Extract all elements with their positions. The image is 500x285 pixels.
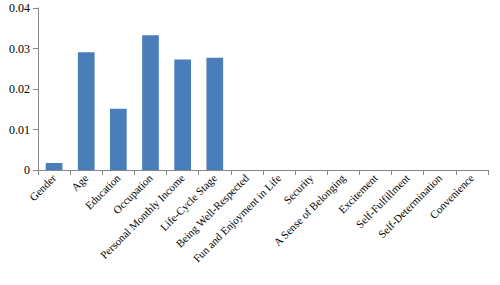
- svg-text:Occupation: Occupation: [110, 171, 155, 217]
- svg-text:Education: Education: [82, 171, 123, 212]
- svg-text:0: 0: [24, 163, 30, 177]
- svg-text:Gender: Gender: [27, 172, 59, 204]
- svg-text:Being Well-Respected: Being Well-Respected: [173, 171, 252, 250]
- svg-text:Self-Fulfillment: Self-Fulfillment: [353, 172, 412, 231]
- svg-text:0.03: 0.03: [9, 42, 30, 56]
- svg-text:Self-Determination: Self-Determination: [375, 171, 444, 241]
- svg-text:Age: Age: [69, 172, 91, 194]
- svg-text:A Sense of Belonging: A Sense of Belonging: [271, 171, 348, 248]
- svg-text:0.02: 0.02: [9, 82, 30, 96]
- svg-text:Excitement: Excitement: [335, 171, 380, 216]
- svg-text:Life-Cycle Stage: Life-Cycle Stage: [158, 172, 219, 233]
- svg-text:Convenience: Convenience: [427, 172, 476, 221]
- svg-text:0.04: 0.04: [9, 1, 30, 15]
- svg-text:Personal Monthly Income: Personal Monthly Income: [97, 171, 187, 261]
- svg-text:Fun and Enjoyment in Life: Fun and Enjoyment in Life: [191, 172, 284, 265]
- svg-text:0.01: 0.01: [9, 123, 30, 137]
- svg-text:Security: Security: [281, 171, 316, 207]
